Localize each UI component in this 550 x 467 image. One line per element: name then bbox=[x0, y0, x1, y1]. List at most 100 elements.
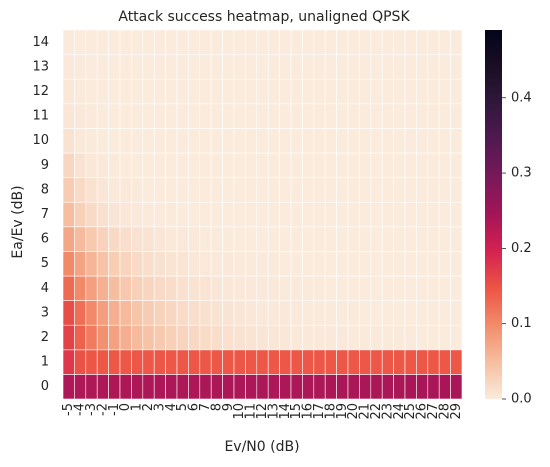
x-tick-label: -4 bbox=[73, 403, 88, 416]
heatmap-cell bbox=[131, 300, 144, 326]
heatmap-cell bbox=[370, 103, 383, 129]
heatmap-cell bbox=[313, 349, 326, 375]
heatmap-cell bbox=[153, 374, 166, 400]
x-tick-label: 8 bbox=[209, 403, 224, 411]
heatmap-cell bbox=[279, 275, 292, 301]
y-tick-label: 14 bbox=[32, 35, 49, 50]
x-tick-label: 29 bbox=[449, 403, 464, 420]
colorbar-tick-label: 0.0 bbox=[511, 392, 532, 407]
heatmap-cell bbox=[404, 226, 417, 252]
heatmap-cell bbox=[404, 103, 417, 129]
heatmap-cell bbox=[222, 128, 235, 154]
heatmap-cell bbox=[222, 54, 235, 80]
heatmap-cell bbox=[290, 54, 303, 80]
y-tick-label: 0 bbox=[41, 379, 49, 394]
heatmap-cell bbox=[142, 300, 155, 326]
heatmap-cell bbox=[96, 103, 109, 129]
heatmap-cell bbox=[142, 54, 155, 80]
heatmap-cell bbox=[131, 251, 144, 277]
x-tick-label: 19 bbox=[335, 403, 350, 420]
x-tick-label: 20 bbox=[346, 403, 361, 420]
heatmap-cell bbox=[131, 29, 144, 55]
heatmap-cell bbox=[279, 152, 292, 178]
x-tick-label: -3 bbox=[84, 403, 99, 416]
y-tick-label: 7 bbox=[41, 207, 49, 222]
heatmap-cell bbox=[62, 29, 75, 55]
heatmap-cell bbox=[279, 226, 292, 252]
heatmap-cell bbox=[233, 349, 246, 375]
heatmap-cell bbox=[85, 201, 98, 228]
heatmap-cell bbox=[324, 103, 337, 129]
heatmap-cell bbox=[256, 349, 269, 375]
heatmap-cell bbox=[279, 251, 292, 277]
heatmap-cell bbox=[233, 177, 246, 203]
heatmap-cell bbox=[108, 152, 121, 178]
heatmap-cell bbox=[188, 226, 201, 252]
heatmap-cell bbox=[245, 226, 258, 252]
heatmap-cell bbox=[336, 177, 349, 203]
heatmap-cell bbox=[324, 300, 337, 326]
x-tick-label: 13 bbox=[266, 403, 281, 420]
heatmap-cell bbox=[381, 374, 394, 400]
heatmap-cell bbox=[142, 103, 155, 129]
heatmap-cell bbox=[427, 275, 440, 301]
x-tick-label: 17 bbox=[312, 403, 327, 420]
heatmap-cell bbox=[199, 128, 212, 154]
heatmap-cell bbox=[393, 29, 406, 55]
heatmap-cell bbox=[199, 374, 212, 400]
heatmap-cell bbox=[336, 128, 349, 154]
heatmap-cell bbox=[85, 29, 98, 55]
heatmap-cell bbox=[438, 251, 451, 277]
heatmap-cell bbox=[119, 201, 132, 228]
heatmap-cell bbox=[336, 251, 349, 277]
heatmap-cell bbox=[142, 201, 155, 228]
heatmap-cell bbox=[96, 226, 109, 252]
heatmap-cell bbox=[416, 103, 429, 129]
heatmap-cell bbox=[381, 201, 394, 228]
heatmap-cell bbox=[245, 29, 258, 55]
heatmap-cell bbox=[176, 103, 189, 129]
heatmap-cell bbox=[313, 300, 326, 326]
y-tick-label: 4 bbox=[41, 281, 49, 296]
heatmap-cell bbox=[347, 128, 360, 154]
heatmap-cell bbox=[370, 275, 383, 301]
heatmap-cell bbox=[176, 349, 189, 375]
heatmap-cell bbox=[359, 374, 372, 400]
heatmap-cell bbox=[119, 54, 132, 80]
heatmap-cell bbox=[119, 29, 132, 55]
heatmap-cell bbox=[267, 152, 280, 178]
heatmap-cell bbox=[188, 275, 201, 301]
heatmap-cell bbox=[96, 128, 109, 154]
heatmap-cell bbox=[427, 300, 440, 326]
heatmap-cell bbox=[222, 324, 235, 351]
heatmap-cell bbox=[74, 103, 87, 129]
heatmap-cell bbox=[427, 201, 440, 228]
heatmap-cell bbox=[165, 152, 178, 178]
x-tick-label: 25 bbox=[403, 403, 418, 420]
heatmap-cell bbox=[188, 201, 201, 228]
colorbar-tick-label: 0.1 bbox=[511, 316, 532, 331]
heatmap-cell bbox=[393, 324, 406, 351]
heatmap-cell bbox=[85, 349, 98, 375]
heatmap-cell bbox=[74, 201, 87, 228]
heatmap-cell bbox=[176, 78, 189, 105]
heatmap-cell bbox=[416, 349, 429, 375]
heatmap-cell bbox=[313, 275, 326, 301]
heatmap-cell bbox=[131, 374, 144, 400]
heatmap-cell bbox=[96, 78, 109, 105]
heatmap-cell bbox=[302, 300, 315, 326]
heatmap-cell bbox=[96, 201, 109, 228]
heatmap-cell bbox=[256, 152, 269, 178]
heatmap-cell bbox=[176, 54, 189, 80]
y-tick-label: 12 bbox=[32, 84, 49, 99]
heatmap-cell bbox=[324, 54, 337, 80]
heatmap-cell bbox=[302, 226, 315, 252]
y-tick-label: 13 bbox=[32, 59, 49, 74]
heatmap-cell bbox=[279, 54, 292, 80]
heatmap-cell bbox=[324, 251, 337, 277]
heatmap-cell bbox=[233, 78, 246, 105]
heatmap-cell bbox=[370, 29, 383, 55]
heatmap-cell bbox=[450, 103, 463, 129]
heatmap-cell bbox=[279, 374, 292, 400]
